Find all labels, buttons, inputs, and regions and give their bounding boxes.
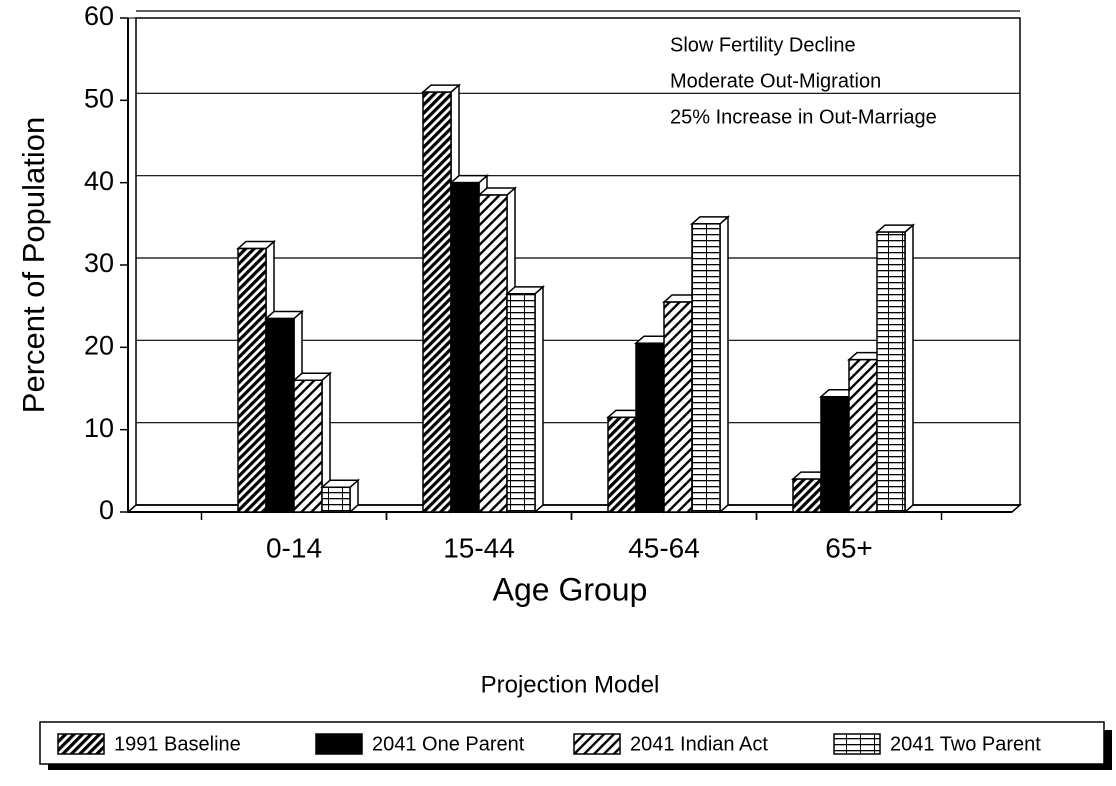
- bar: [691, 223, 721, 513]
- legend-label: 2041 Two Parent: [890, 733, 1041, 755]
- y-axis-title: Percent of Population: [16, 117, 51, 413]
- legend-swatch: [833, 733, 881, 755]
- bar: [478, 194, 508, 513]
- annotation: Slow Fertility Decline: [670, 34, 856, 56]
- bar: [506, 293, 536, 513]
- bar-side: [534, 285, 544, 514]
- legend-label: 2041 Indian Act: [630, 733, 768, 755]
- bar: [635, 342, 665, 513]
- annotation: 25% Increase in Out-Marriage: [670, 106, 937, 128]
- legend-label: 2041 One Parent: [372, 733, 525, 755]
- x-tick-label: 15-44: [443, 532, 515, 563]
- bar: [422, 91, 452, 513]
- x-axis-title: Age Group: [493, 571, 648, 607]
- bar: [848, 358, 878, 513]
- x-tick-label: 65+: [825, 532, 873, 563]
- y-tick-label: 60: [84, 1, 114, 31]
- legend-box: [39, 721, 1105, 765]
- bar-side: [719, 215, 729, 514]
- y-tick-label: 30: [84, 248, 114, 278]
- bar: [265, 317, 295, 513]
- bar: [293, 379, 323, 513]
- y-tick-label: 50: [84, 83, 114, 113]
- legend-swatch: [573, 733, 621, 755]
- bar: [876, 231, 906, 513]
- bar: [607, 416, 637, 513]
- bar: [792, 478, 822, 513]
- y-tick-label: 20: [84, 330, 114, 360]
- x-tick-label: 0-14: [266, 532, 322, 563]
- bar: [820, 395, 850, 513]
- y-tick-label: 10: [84, 413, 114, 443]
- legend-swatch: [315, 733, 363, 755]
- legend-swatch: [57, 733, 105, 755]
- x-tick-label: 45-64: [628, 532, 700, 563]
- y-tick-label: 0: [99, 495, 114, 525]
- legend-label: 1991 Baseline: [114, 733, 241, 755]
- bar-side: [904, 223, 914, 514]
- bar: [321, 486, 351, 513]
- legend-title: Projection Model: [481, 671, 660, 698]
- annotation: Moderate Out-Migration: [670, 70, 881, 92]
- y-tick-label: 40: [84, 166, 114, 196]
- bar: [663, 301, 693, 513]
- bar: [237, 247, 267, 513]
- bar: [450, 181, 480, 513]
